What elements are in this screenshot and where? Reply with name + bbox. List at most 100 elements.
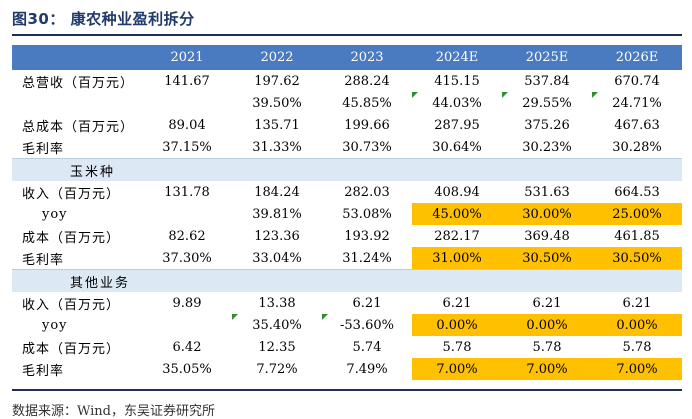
header-cell-year: 2023 <box>322 45 412 70</box>
comment-marker-icon <box>232 314 238 320</box>
cell-text: 39.81% <box>252 206 302 222</box>
cell-text: 35.40% <box>252 317 302 333</box>
value-cell: 0.00% <box>592 314 682 336</box>
value-cell <box>232 158 322 181</box>
value-cell: 30.00% <box>502 203 592 225</box>
value-cell: 89.04 <box>142 114 232 136</box>
value-cell: 0.00% <box>412 314 502 336</box>
cell-text: yoy <box>42 317 68 333</box>
cell-text: 123.36 <box>254 228 300 244</box>
table-row: 成本（百万元） 82.62 123.36 193.92 282.17 369.48 461.… <box>12 225 682 247</box>
value-cell: 531.63 <box>502 181 592 203</box>
value-cell: 184.24 <box>232 181 322 203</box>
comment-marker-icon <box>412 92 418 98</box>
bottom-rule <box>12 389 682 391</box>
value-cell: 197.62 <box>232 70 322 92</box>
cell-text: 毛利率 <box>22 363 65 379</box>
cell-text: 288.24 <box>344 73 390 89</box>
value-cell: 282.03 <box>322 181 412 203</box>
cell-text: 193.92 <box>344 228 390 244</box>
value-cell: 7.00% <box>412 358 502 380</box>
value-cell: 288.24 <box>322 70 412 92</box>
value-cell: 123.36 <box>232 225 322 247</box>
value-cell: 0.00% <box>502 314 592 336</box>
row-label: yoy <box>12 203 142 225</box>
cell-text: 毛利率 <box>22 141 65 157</box>
value-cell: 375.26 <box>502 114 592 136</box>
cell-text: 6.21 <box>352 295 382 311</box>
value-cell: 193.92 <box>322 225 412 247</box>
cell-text: 37.15% <box>162 139 212 155</box>
value-cell: 199.66 <box>322 114 412 136</box>
table-row: yoy 39.81% 53.08% 45.00% 30.00% 25.00% <box>12 203 682 225</box>
value-cell: 37.15% <box>142 136 232 159</box>
cell-text: 25.00% <box>612 206 662 222</box>
cell-text: 197.62 <box>254 73 300 89</box>
value-cell: 537.84 <box>502 70 592 92</box>
cell-text: 0.00% <box>526 317 568 333</box>
section-row: 其他业务 <box>12 269 682 292</box>
value-cell: 282.17 <box>412 225 502 247</box>
table-row: 39.50% 45.85% 44.03% 29.55% 24.71% <box>12 92 682 114</box>
comment-marker-icon <box>502 92 508 98</box>
value-cell: 7.00% <box>502 358 592 380</box>
value-cell: 53.08% <box>322 203 412 225</box>
value-cell: 5.78 <box>502 336 592 358</box>
cell-text: 0.00% <box>436 317 478 333</box>
cell-text: 45.85% <box>342 95 392 111</box>
cell-text: 6.21 <box>442 295 472 311</box>
cell-text: 31.24% <box>342 250 392 266</box>
cell-text: 37.30% <box>162 250 212 266</box>
value-cell: 141.67 <box>142 70 232 92</box>
value-cell: 45.00% <box>412 203 502 225</box>
profit-breakdown-table: 2021 2022 2023 2024E 2025E 2026E 总营收（百万元） 141.… <box>12 45 682 380</box>
cell-text: 30.64% <box>432 139 482 155</box>
value-cell <box>502 158 592 181</box>
section-label: 其他业务 <box>12 269 142 292</box>
cell-text: 537.84 <box>524 73 570 89</box>
value-cell: 30.64% <box>412 136 502 159</box>
table-row: 总成本（百万元） 89.04 135.71 199.66 287.95 375.26 467… <box>12 114 682 136</box>
value-cell <box>412 158 502 181</box>
value-cell: 9.89 <box>142 292 232 314</box>
cell-text: 5.78 <box>532 339 562 355</box>
cell-text: 24.71% <box>612 95 662 111</box>
value-cell <box>322 158 412 181</box>
figure-title: 图30： 康农种业盈利拆分 <box>12 10 195 28</box>
value-cell <box>142 269 232 292</box>
value-cell: 44.03% <box>412 92 502 114</box>
cell-text: 0.00% <box>616 317 658 333</box>
value-cell <box>592 269 682 292</box>
cell-text: 39.50% <box>252 95 302 111</box>
cell-text: 415.15 <box>434 73 480 89</box>
value-cell: 131.78 <box>142 181 232 203</box>
cell-text: 31.00% <box>432 250 482 266</box>
table-row: 总营收（百万元） 141.67 197.62 288.24 415.15 537.84 67… <box>12 70 682 92</box>
cell-text: 30.28% <box>612 139 662 155</box>
cell-text: 其他业务 <box>70 275 131 291</box>
table-row: 成本（百万元） 6.42 12.35 5.74 5.78 5.78 5.78 <box>12 336 682 358</box>
value-cell: 5.78 <box>592 336 682 358</box>
header-cell-year: 2024E <box>412 45 502 70</box>
cell-text: 7.72% <box>256 361 298 377</box>
cell-text: 30.50% <box>522 250 572 266</box>
row-label: 成本（百万元） <box>12 336 142 358</box>
value-cell: 7.72% <box>232 358 322 380</box>
cell-text: 282.17 <box>434 228 480 244</box>
value-cell: 31.00% <box>412 247 502 270</box>
value-cell: 461.85 <box>592 225 682 247</box>
value-cell: 287.95 <box>412 114 502 136</box>
cell-text: 5.78 <box>442 339 472 355</box>
cell-text: 毛利率 <box>22 252 65 268</box>
cell-text: 13.38 <box>258 295 296 311</box>
value-cell: 24.71% <box>592 92 682 114</box>
cell-text: -53.60% <box>340 317 394 333</box>
row-label: yoy <box>12 314 142 336</box>
value-cell: 39.50% <box>232 92 322 114</box>
cell-text: 7.00% <box>436 361 478 377</box>
header-cell-year: 2026E <box>592 45 682 70</box>
value-cell: 6.42 <box>142 336 232 358</box>
value-cell <box>592 158 682 181</box>
value-cell <box>232 269 322 292</box>
cell-text: 531.63 <box>524 184 570 200</box>
